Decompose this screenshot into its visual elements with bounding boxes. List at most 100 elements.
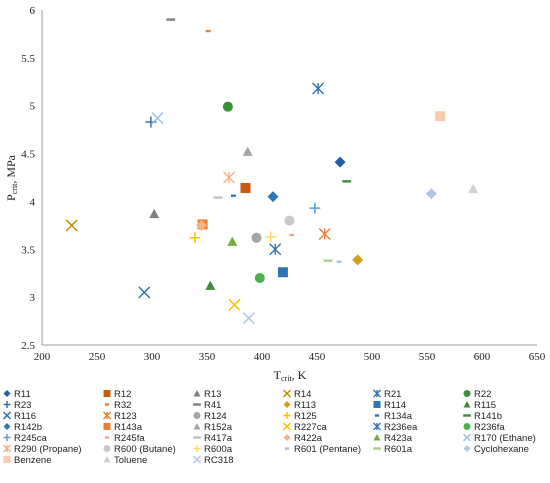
legend-label-r14: R14 xyxy=(294,389,311,400)
legend-label-r13: R13 xyxy=(204,389,221,400)
legend-item-r41: R41 xyxy=(193,400,221,411)
point-r116 xyxy=(138,286,151,299)
legend-marker-r245ca xyxy=(3,434,11,441)
legend-marker-r116 xyxy=(2,411,12,420)
legend-item-r152a: R152a xyxy=(193,422,233,433)
legend-marker-r600a xyxy=(193,445,201,452)
point-r236ea xyxy=(269,243,282,256)
legend-item-r12: R12 xyxy=(103,389,131,400)
point-r600a xyxy=(265,231,277,243)
x-tick-label: 350 xyxy=(199,351,216,363)
x-axis-title: Tcrit, K xyxy=(274,368,307,383)
legend-item-r236fa: R236fa xyxy=(463,422,505,433)
point-r152a xyxy=(242,146,253,156)
legend-item-r422a: R422a xyxy=(283,433,323,444)
legend-label-r124: R124 xyxy=(204,411,227,422)
y-tick-label: 6 xyxy=(30,5,36,17)
legend-item-r245ca: R245ca xyxy=(3,433,47,444)
x-tick-label: 550 xyxy=(419,351,436,363)
y-tick-label: 3 xyxy=(30,292,36,304)
legend-label-r417a: R417a xyxy=(204,433,233,444)
legend-item-r125: R125 xyxy=(283,411,317,422)
legend-marker-r12 xyxy=(103,390,111,397)
legend-item-r236ea: R236ea xyxy=(373,422,418,433)
point-r22 xyxy=(222,101,233,112)
tick-labels: 200 250 300 350 400 450 500 550 600 650 2.5 3 3.5 4 4.… xyxy=(21,5,546,363)
legend-label-r125: R125 xyxy=(294,411,317,422)
legend-item-cyclohexane: Cyclohexane xyxy=(463,444,529,455)
x-tick-label: 400 xyxy=(254,351,271,363)
legend-label-r422a: R422a xyxy=(294,433,323,444)
legend-label-r123: R123 xyxy=(114,411,137,422)
legend-item-r290-propane: R290 (Propane) xyxy=(3,444,82,455)
legend-label-r290-propane: R290 (Propane) xyxy=(14,444,82,455)
legend-item-r134a: R134a xyxy=(374,411,413,422)
x-axis-title-sub: crit xyxy=(281,374,292,383)
legend-item-r124: R124 xyxy=(193,411,227,422)
point-r124 xyxy=(251,232,262,243)
point-r115 xyxy=(205,280,216,290)
point-r12 xyxy=(240,183,251,194)
x-tick-label: 250 xyxy=(89,351,106,363)
legend-label-r134a: R134a xyxy=(384,411,413,422)
point-r114 xyxy=(277,267,288,278)
legend-marker-r114 xyxy=(373,401,381,408)
legend-item-r227ca: R227ca xyxy=(282,422,327,433)
legend-marker-r600-butane xyxy=(103,445,111,452)
legend-label-r601-pentane: R601 (Pentane) xyxy=(294,444,361,455)
legend-marker-rc318 xyxy=(192,455,202,464)
legend-label-r113: R113 xyxy=(294,400,316,411)
x-tick-label: 200 xyxy=(34,351,51,363)
y-axis-title-unit: , MPa xyxy=(4,154,18,183)
legend-label-r600a: R600a xyxy=(204,444,233,455)
point-r422a xyxy=(196,219,207,231)
x-tick-label: 500 xyxy=(364,351,381,363)
point-r14 xyxy=(65,219,78,232)
legend-label-r23: R23 xyxy=(14,400,31,411)
legend-label-r115: R115 xyxy=(474,400,496,411)
x-axis-title-main: T xyxy=(274,368,282,382)
legend-marker-r21 xyxy=(373,389,381,398)
legend-label-benzene: Benzene xyxy=(14,455,52,466)
legend-marker-r170-ethane xyxy=(462,433,472,442)
legend-marker-r11 xyxy=(3,390,11,397)
legend-marker-r113 xyxy=(283,401,291,408)
legend-label-r22: R22 xyxy=(474,389,491,400)
legend-marker-r124 xyxy=(193,412,201,419)
legend-label-r152a: R152a xyxy=(204,422,233,433)
legend-item-r601-pentane: R601 (Pentane) xyxy=(284,444,361,455)
legend-label-r12: R12 xyxy=(114,389,131,400)
point-rc318 xyxy=(242,312,255,325)
point-r170-ethane xyxy=(151,112,164,125)
legend-item-r14: R14 xyxy=(282,389,311,400)
legend-label-r11: R11 xyxy=(14,389,31,400)
legend-label-r227ca: R227ca xyxy=(294,422,327,433)
legend-marker-r142b xyxy=(3,423,11,430)
point-r123 xyxy=(318,227,331,240)
point-r290-propane xyxy=(223,171,235,184)
legend-marker-r422a xyxy=(283,434,291,441)
legend-marker-r22 xyxy=(463,390,471,397)
legend-marker-r143a xyxy=(103,423,111,430)
y-tick-label: 5 xyxy=(30,101,36,113)
legend-item-r114: R114 xyxy=(373,400,406,411)
legend-item-toluene: Toluene xyxy=(103,455,147,466)
y-tick-label: 3.5 xyxy=(21,244,35,256)
legend-item-r21: R21 xyxy=(373,389,401,400)
legend-marker-benzene xyxy=(3,456,11,463)
legend-item-r141b: R141b xyxy=(463,411,502,422)
legend-label-r142b: R142b xyxy=(14,422,42,433)
legend-label-r32: R32 xyxy=(114,400,131,411)
point-r236fa xyxy=(254,273,265,283)
x-tick-label: 600 xyxy=(474,351,491,363)
legend-item-r245fa: R245fa xyxy=(104,433,145,444)
point-r13 xyxy=(149,208,160,219)
point-r21 xyxy=(312,82,325,95)
point-benzene xyxy=(435,111,446,122)
point-r125 xyxy=(189,232,201,244)
legend-label-cyclohexane: Cyclohexane xyxy=(474,444,529,455)
legend-item-r22: R22 xyxy=(463,389,491,400)
legend-item-r423a: R423a xyxy=(373,433,413,444)
y-axis-title: Pcrit, MPa xyxy=(4,154,19,201)
